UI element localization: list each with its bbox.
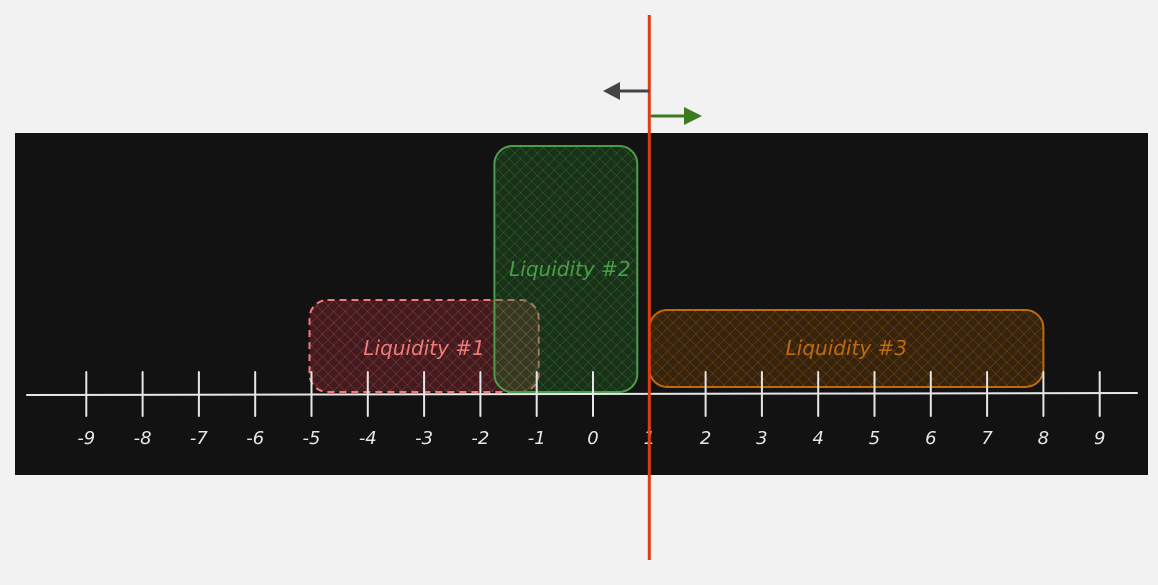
axis-tick-label: -5 (303, 428, 321, 449)
liquidity-ranges (308, 145, 1045, 393)
axis-tick-label: 9 (1094, 428, 1105, 449)
axis-ticks (85, 371, 1101, 417)
axis-tick-label: 5 (869, 428, 880, 449)
axis-tick-label: -4 (359, 428, 377, 449)
axis-line (26, 392, 1138, 396)
liquidity-2-label: Liquidity #2 (509, 257, 630, 281)
axis-tick-label: -9 (77, 428, 95, 449)
liquidity-1-range (308, 299, 540, 393)
axis-tick-label: 2 (700, 428, 711, 449)
liquidity-3-range (648, 309, 1045, 388)
axis-tick-label: -7 (190, 428, 208, 449)
axis-tick-label: -1 (528, 428, 546, 449)
axis-tick-label: 6 (925, 428, 936, 449)
axis-tick-label: -8 (134, 428, 152, 449)
axis-tick-label: -3 (415, 428, 433, 449)
axis-tick-label: 3 (756, 428, 767, 449)
liquidity-1-label: Liquidity #1 (363, 336, 484, 360)
axis-tick-label: -2 (471, 428, 489, 449)
axis-tick-label: 0 (587, 428, 598, 449)
axis-tick-label: 8 (1038, 428, 1049, 449)
liquidity-2-range (493, 145, 639, 393)
axis-tick-label: 7 (981, 428, 993, 449)
arrow-right-icon (650, 107, 702, 125)
liquidity-range-labels: Liquidity #1 Liquidity #3 Liquidity #2 (363, 257, 907, 360)
arrow-left-icon (603, 82, 650, 100)
axis-tick-label: -6 (246, 428, 264, 449)
axis-tick-label: 4 (812, 428, 823, 449)
liquidity-3-label: Liquidity #3 (786, 336, 907, 360)
